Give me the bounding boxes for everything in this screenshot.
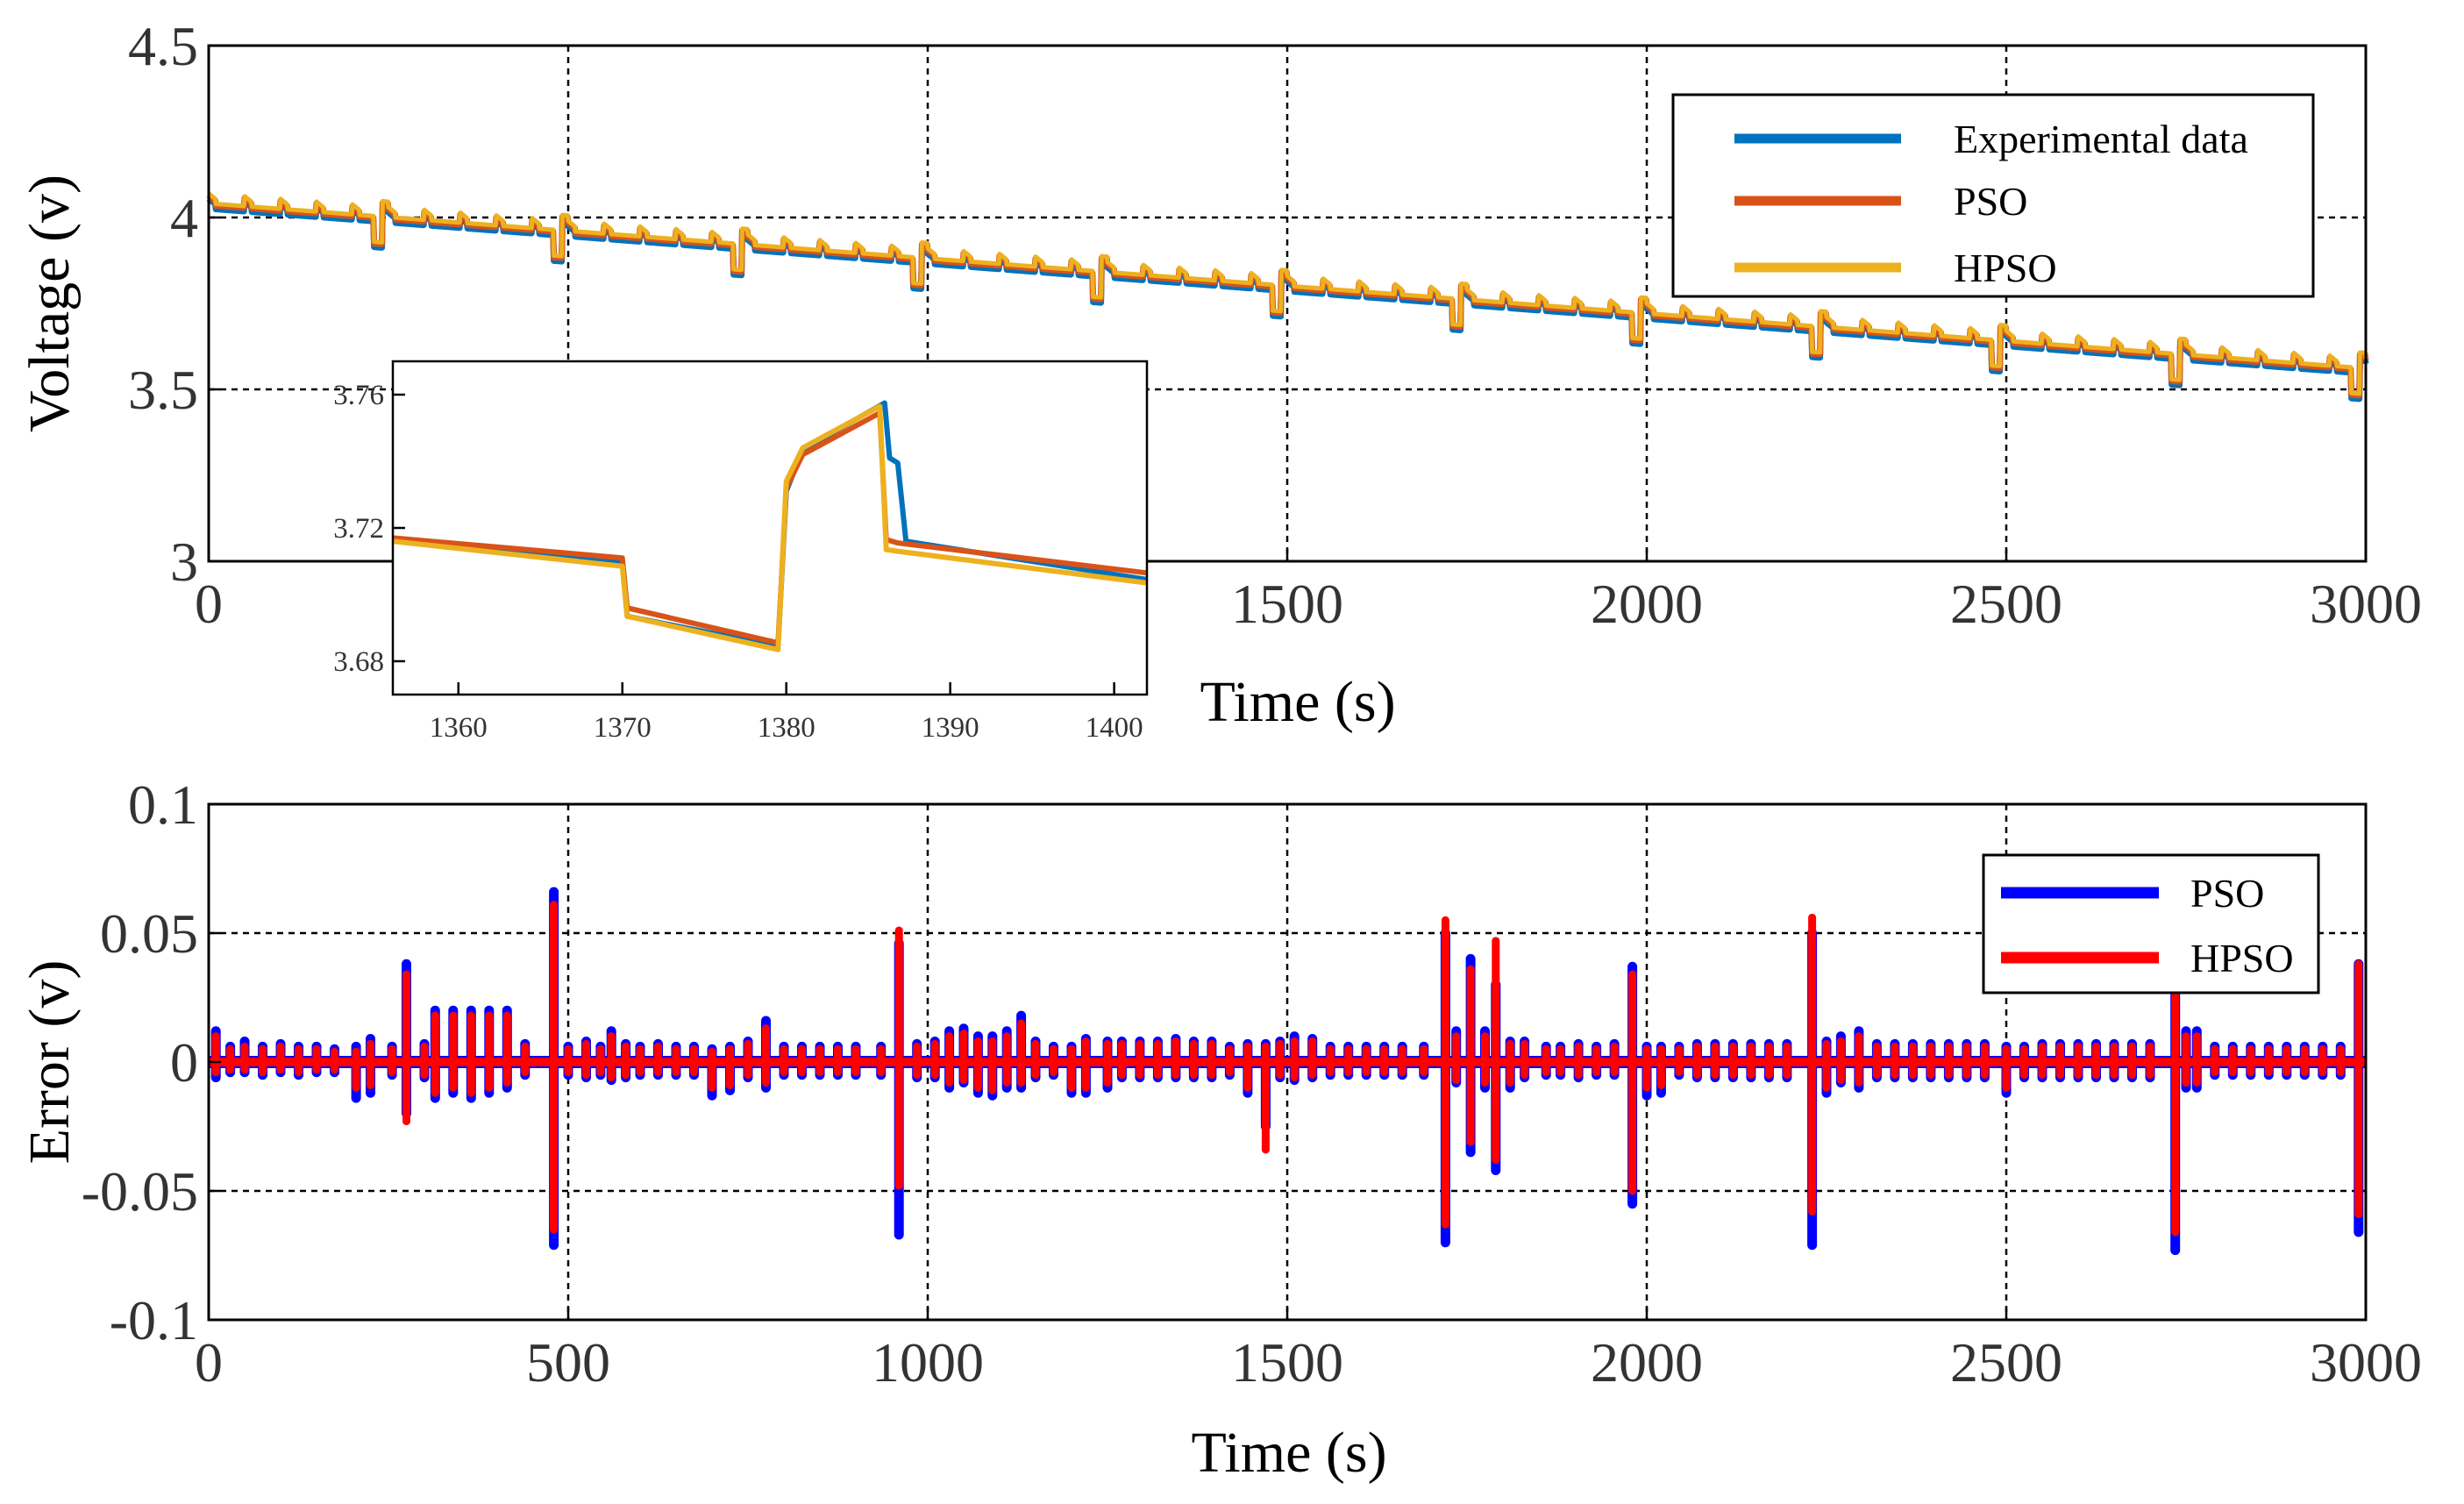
voltage-x-axis-label: Time (s) [1200,670,1395,734]
error-xtick-label-1000: 1000 [872,1331,984,1394]
voltage-xtick-label-2000: 2000 [1591,573,1703,635]
inset-xtick-label-1360: 1360 [430,712,488,744]
voltage-series-group [206,191,2369,403]
voltage-xtick-label-3000: 3000 [2310,573,2422,635]
error-xtick-label-2000: 2000 [1591,1331,1703,1394]
legend-label-pso: PSO [1954,179,2027,224]
inset-ytick-label-3.68: 3.68 [333,646,384,678]
voltage-ytick-label-4.5: 4.5 [128,15,198,77]
error-chart: 0 500 1000 1500 2000 2500 3000 -0.1 -0.05 0 0.05 0… [18,773,2422,1485]
voltage-xtick-label-1500: 1500 [1231,573,1343,635]
error-series-group [209,887,2366,1256]
legend-label-experimental: Experimental data [1954,117,2248,161]
error-x-ticks: 0 500 1000 1500 2000 2500 3000 [195,1308,2422,1394]
inset-ytick-label-3.76: 3.76 [333,380,384,411]
inset-xtick-label-1370: 1370 [594,712,652,744]
voltage-ytick-label-3: 3 [170,531,198,593]
inset-line-hpso [392,403,1148,652]
voltage-y-ticks: 3 3.5 4 4.5 [128,15,221,593]
error-ytick-label-0.1: 0.1 [128,773,198,836]
voltage-xtick-label-2500: 2500 [1950,573,2062,635]
error-y-axis-label: Error (v) [18,960,82,1165]
voltage-line-hpso [207,191,2368,396]
error-xtick-label-0: 0 [195,1331,223,1394]
voltage-ytick-label-3.5: 3.5 [128,359,198,421]
inset-xtick-label-1400: 1400 [1086,712,1143,744]
voltage-xtick-label-0: 0 [195,573,223,635]
voltage-legend: Experimental data PSO HPSO [1671,93,2315,298]
error-x-axis-label: Time (s) [1191,1421,1386,1485]
inset-ytick-label-3.72: 3.72 [333,513,384,545]
error-ytick-label-0: 0 [170,1031,198,1094]
voltage-inset-chart: 1360 1370 1380 1390 1400 3.68 3.72 3.76 [333,360,1149,744]
error-legend: PSO HPSO [1982,853,2320,994]
error-y-ticks: -0.1 -0.05 0 0.05 0.1 [82,773,221,1351]
legend-label-pso-error: PSO [2190,871,2264,916]
voltage-ytick-label-4: 4 [170,187,198,249]
error-ytick-label--0.1: -0.1 [110,1289,198,1351]
legend-label-hpso-error: HPSO [2190,936,2294,980]
inset-series-group [392,400,1148,652]
error-xtick-label-2500: 2500 [1950,1331,2062,1394]
error-xtick-label-500: 500 [526,1331,610,1394]
legend-label-hpso: HPSO [1954,246,2057,290]
error-xtick-label-3000: 3000 [2310,1331,2422,1394]
inset-xtick-label-1380: 1380 [758,712,815,744]
inset-xtick-label-1390: 1390 [922,712,979,744]
voltage-y-axis-label: Voltage (v) [18,175,82,432]
error-ytick-label--0.05: -0.05 [82,1160,198,1222]
error-xtick-label-1500: 1500 [1231,1331,1343,1394]
inset-x-ticks: 1360 1370 1380 1390 1400 [430,682,1143,744]
error-ytick-label-0.05: 0.05 [100,902,198,965]
inset-y-ticks: 3.68 3.72 3.76 [333,380,405,678]
